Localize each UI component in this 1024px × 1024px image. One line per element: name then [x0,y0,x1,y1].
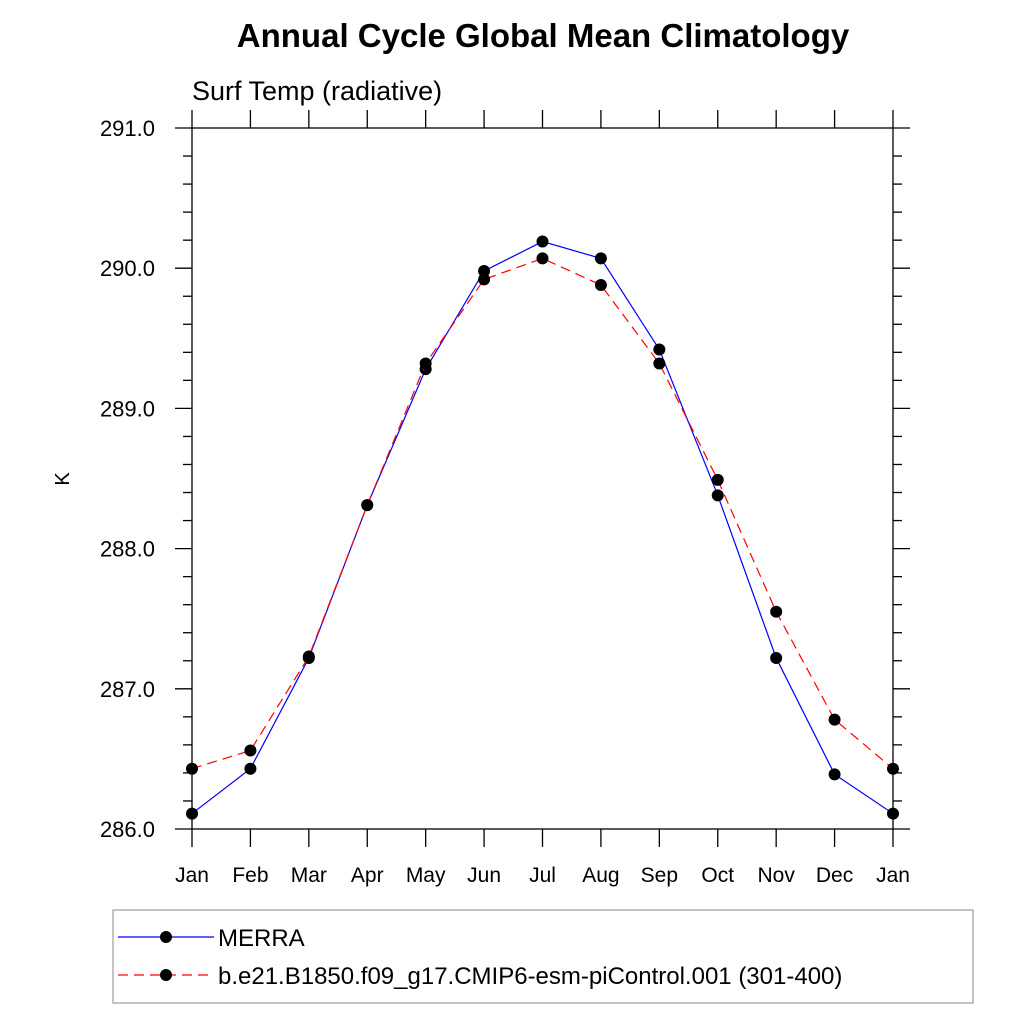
legend-box [112,909,974,1004]
data-point [478,265,491,278]
data-point [828,768,841,781]
data-point [770,651,783,664]
legend-label: b.e21.B1850.f09_g17.CMIP6-esm-piControl.… [218,963,842,990]
y-tick-label: 288.0 [100,537,155,562]
x-tick-label: Sep [641,864,678,887]
series-line-0 [191,240,894,815]
y-tick-label: 286.0 [100,817,155,842]
data-point [828,713,841,726]
data-point [711,473,724,486]
y-tick-label: 291.0 [100,116,155,141]
y-tick-label: 289.0 [100,396,155,421]
data-point [594,279,607,292]
data-point [711,489,724,502]
x-tick-label: Mar [291,864,327,887]
x-tick-label: Oct [701,864,734,887]
chart-subtitle: Surf Temp (radiative) [192,76,442,106]
data-point [419,357,432,370]
plot-frame [191,127,894,830]
data-point [186,762,198,775]
data-point [536,235,549,248]
x-tick-label: Jan [876,864,910,887]
y-axis-label: K [52,472,74,486]
legend-marker [160,969,172,981]
data-point [770,605,783,618]
x-tick-label: Jul [529,864,556,887]
data-point [887,807,899,820]
x-tick-label: Feb [232,864,268,887]
x-tick-label: Nov [757,864,795,887]
data-point [594,252,607,265]
x-tick-label: Apr [351,864,384,887]
data-point [361,499,374,512]
legend-marker [160,931,172,943]
data-point [302,650,315,663]
y-tick-label: 287.0 [100,677,155,702]
chart-title: Annual Cycle Global Mean Climatology [237,17,850,54]
x-tick-label: May [406,864,446,887]
x-tick-label: Jun [467,864,501,887]
x-tick-label: Jan [175,864,209,887]
data-point [536,252,549,265]
legend-label: MERRA [218,925,305,952]
series-line-1 [191,257,894,770]
data-point [186,807,198,820]
data-point [244,762,257,775]
data-point [653,357,666,370]
x-tick-label: Aug [582,864,619,887]
data-point [887,762,899,775]
data-point [244,744,257,757]
data-point [653,343,666,356]
data-point [478,273,491,286]
y-tick-label: 290.0 [100,256,155,281]
x-tick-label: Dec [816,864,853,887]
